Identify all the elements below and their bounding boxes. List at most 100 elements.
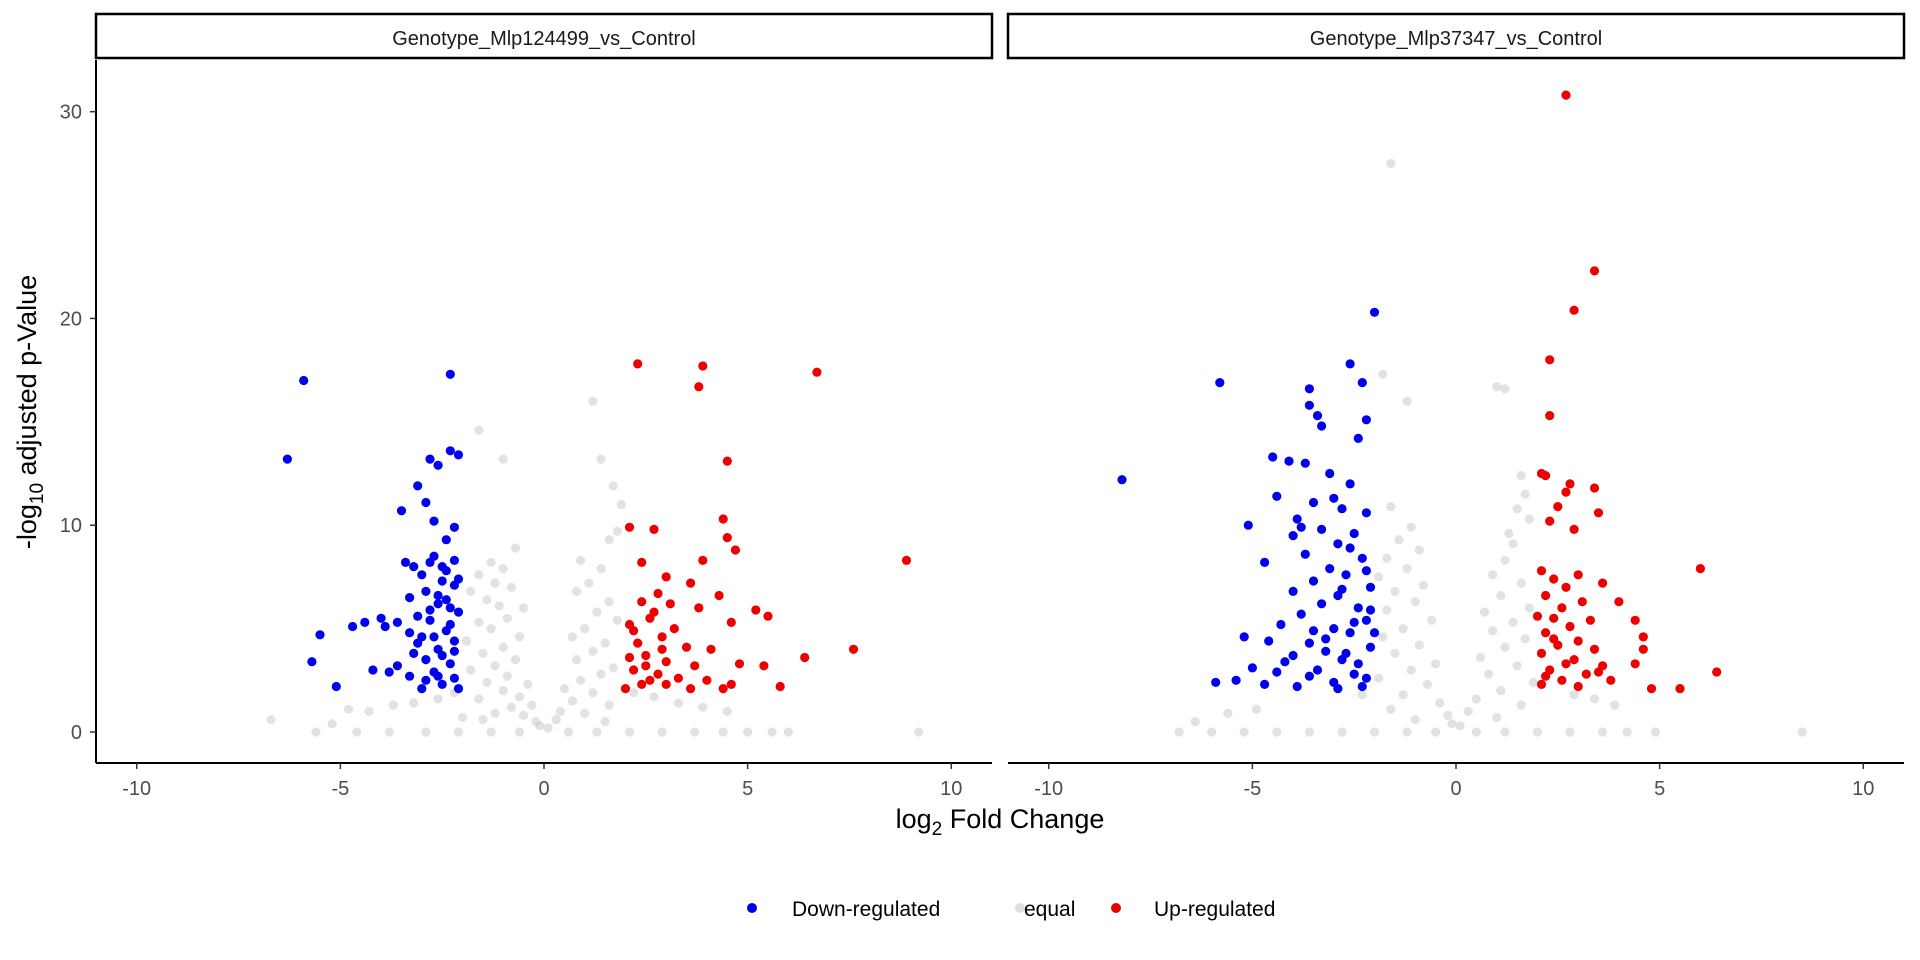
point-equal-p1-38: [478, 715, 488, 725]
point-up-regulated-p1-36: [629, 665, 639, 675]
point-equal-p2-32: [1378, 632, 1388, 642]
point-equal-p2-12: [1394, 535, 1404, 545]
point-down-regulated-p2-22: [1288, 531, 1298, 541]
x-tick-label-p2--10: -10: [1034, 778, 1063, 800]
point-up-regulated-p1-43: [686, 684, 696, 694]
point-down-regulated-p1-51: [453, 574, 464, 584]
point-down-regulated-p1-57: [421, 675, 431, 685]
point-down-regulated-p2-1: [1345, 359, 1355, 369]
point-down-regulated-p1-12: [441, 535, 451, 545]
point-down-regulated-p2-36: [1353, 603, 1363, 613]
point-up-regulated-p2-51: [1532, 611, 1543, 621]
point-up-regulated-p2-22: [1557, 603, 1567, 613]
point-up-regulated-p2-43: [1536, 679, 1547, 690]
point-up-regulated-p2-0: [1561, 90, 1571, 100]
panel-1-plot: [266, 359, 924, 737]
point-equal-p2-31: [1488, 626, 1498, 636]
point-equal-p2-77: [1190, 717, 1200, 727]
point-down-regulated-p2-30: [1341, 570, 1351, 580]
point-down-regulated-p1-64: [413, 611, 423, 621]
point-equal-p1-14: [519, 603, 529, 613]
point-up-regulated-p2-12: [1545, 516, 1555, 526]
point-equal-p1-64: [543, 723, 553, 733]
point-up-regulated-p1-45: [645, 675, 655, 685]
point-up-regulated-p2-24: [1549, 613, 1559, 623]
x-axis-title: log2 Fold Change: [896, 804, 1105, 840]
point-down-regulated-p2-26: [1300, 549, 1310, 559]
point-down-regulated-p2-21: [1243, 520, 1253, 530]
point-up-regulated-p1-13: [661, 572, 671, 582]
point-equal-p2-39: [1512, 661, 1522, 671]
point-down-regulated-p2-14: [1325, 468, 1335, 479]
point-equal-p2-17: [1402, 564, 1412, 574]
point-equal-p2-10: [1406, 522, 1416, 532]
point-equal-p2-2: [1492, 382, 1502, 392]
point-down-regulated-p1-58: [433, 671, 443, 681]
point-up-regulated-p2-17: [1598, 578, 1608, 588]
point-down-regulated-p1-47: [417, 684, 427, 694]
point-equal-p1-51: [588, 646, 598, 656]
point-equal-p2-72: [1622, 727, 1632, 737]
point-equal-p1-41: [576, 555, 586, 566]
y-tick-label-10: 10: [60, 515, 82, 537]
point-equal-p2-20: [1418, 580, 1428, 590]
point-up-regulated-p1-1: [698, 361, 708, 371]
point-equal-p1-94: [718, 727, 728, 737]
point-up-regulated-p2-45: [1646, 684, 1657, 694]
point-equal-p2-46: [1398, 690, 1408, 700]
point-up-regulated-p1-25: [657, 632, 667, 642]
point-equal-p2-53: [1492, 712, 1502, 723]
point-equal-p1-13: [506, 582, 516, 592]
point-equal-p1-59: [604, 700, 614, 710]
point-equal-p2-3: [1500, 384, 1510, 394]
point-down-regulated-p2-2: [1357, 378, 1367, 388]
point-equal-p1-80: [914, 727, 924, 737]
point-down-regulated-p1-55: [437, 650, 447, 661]
point-equal-p1-23: [498, 642, 508, 652]
x-tick-label-p1--10: -10: [122, 778, 151, 800]
point-equal-p2-61: [1272, 727, 1282, 737]
point-down-regulated-p2-69: [1308, 626, 1319, 636]
point-up-regulated-p1-30: [848, 644, 859, 654]
point-down-regulated-p2-74: [1329, 493, 1339, 503]
point-equal-p1-19: [474, 617, 484, 628]
point-equal-p1-7: [604, 535, 614, 545]
point-equal-p2-54: [1410, 715, 1420, 725]
point-equal-p1-36: [490, 708, 500, 719]
point-up-regulated-p2-21: [1577, 597, 1587, 607]
point-equal-p1-87: [486, 727, 496, 737]
facet-title-1: Genotype_Mlp124499_vs_Control: [392, 28, 696, 50]
point-equal-p2-74: [1610, 700, 1620, 710]
point-down-regulated-p1-24: [445, 603, 455, 613]
point-down-regulated-p1-49: [453, 684, 464, 694]
point-equal-p2-79: [1251, 704, 1261, 714]
point-equal-p2-26: [1382, 605, 1392, 615]
point-equal-p2-19: [1488, 570, 1498, 580]
point-up-regulated-p1-27: [681, 642, 692, 652]
point-down-regulated-p1-0: [299, 375, 309, 386]
point-equal-p2-50: [1386, 704, 1396, 714]
point-up-regulated-p1-6: [624, 522, 635, 532]
point-equal-p1-12: [490, 578, 500, 588]
point-up-regulated-p2-48: [1561, 659, 1571, 669]
point-equal-p2-75: [1589, 694, 1600, 704]
point-equal-p1-43: [584, 578, 594, 588]
point-equal-p1-22: [462, 636, 472, 646]
point-up-regulated-p2-34: [1536, 648, 1547, 659]
point-down-regulated-p2-38: [1361, 615, 1371, 625]
point-down-regulated-p2-68: [1341, 648, 1351, 659]
legend-label-equal: equal: [1024, 898, 1075, 921]
point-down-regulated-p1-8: [421, 497, 431, 508]
point-equal-p1-1: [474, 425, 484, 435]
point-equal-p2-67: [1471, 727, 1481, 737]
point-up-regulated-p1-18: [694, 603, 704, 613]
facet-title-2: Genotype_Mlp37347_vs_Control: [1310, 28, 1602, 50]
point-up-regulated-p2-50: [1593, 667, 1604, 677]
point-down-regulated-p2-56: [1292, 681, 1302, 692]
point-equal-p2-73: [1651, 727, 1661, 737]
point-up-regulated-p2-11: [1593, 508, 1604, 518]
point-down-regulated-p1-62: [433, 590, 443, 601]
point-up-regulated-p1-35: [759, 661, 769, 671]
point-up-regulated-p1-10: [730, 545, 741, 555]
point-up-regulated-p1-51: [718, 684, 728, 694]
